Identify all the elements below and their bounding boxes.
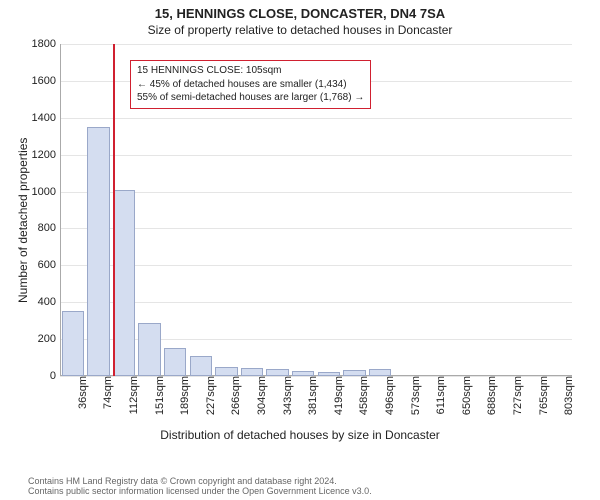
footer-line-2: Contains public sector information licen… bbox=[28, 486, 600, 496]
x-tick-label: 611sqm bbox=[431, 376, 447, 414]
annotation-line: 15 HENNINGS CLOSE: 105sqm bbox=[137, 64, 364, 78]
y-tick-label: 1600 bbox=[32, 75, 60, 87]
chart-subtitle: Size of property relative to detached ho… bbox=[0, 23, 600, 37]
y-tick-label: 1200 bbox=[32, 149, 60, 161]
x-tick-label: 36sqm bbox=[73, 376, 89, 409]
x-tick-label: 573sqm bbox=[406, 376, 422, 415]
bar bbox=[164, 348, 187, 376]
gridline bbox=[60, 118, 572, 119]
y-tick-label: 1800 bbox=[32, 38, 60, 50]
bar bbox=[87, 127, 110, 376]
x-tick-label: 458sqm bbox=[354, 376, 370, 415]
gridline bbox=[60, 228, 572, 229]
x-tick-label: 727sqm bbox=[508, 376, 524, 415]
x-tick-label: 343sqm bbox=[278, 376, 294, 415]
y-tick-label: 1000 bbox=[32, 186, 60, 198]
bar bbox=[266, 369, 289, 376]
x-tick-label: 74sqm bbox=[98, 376, 114, 409]
x-tick-label: 112sqm bbox=[124, 376, 140, 414]
y-tick-label: 200 bbox=[38, 333, 60, 345]
x-tick-label: 304sqm bbox=[252, 376, 268, 415]
y-tick-label: 800 bbox=[38, 222, 60, 234]
x-tick-label: 650sqm bbox=[457, 376, 473, 415]
bar bbox=[62, 311, 85, 376]
x-tick-label: 688sqm bbox=[482, 376, 498, 415]
x-tick-label: 189sqm bbox=[175, 376, 191, 415]
annotation-box: 15 HENNINGS CLOSE: 105sqm← 45% of detach… bbox=[130, 60, 371, 109]
y-tick-label: 400 bbox=[38, 296, 60, 308]
x-tick-label: 803sqm bbox=[559, 376, 575, 415]
bar bbox=[113, 190, 136, 376]
bar bbox=[215, 367, 238, 376]
y-tick-label: 0 bbox=[50, 370, 60, 382]
y-tick-label: 600 bbox=[38, 259, 60, 271]
x-axis-label: Distribution of detached houses by size … bbox=[0, 428, 600, 442]
gridline bbox=[60, 192, 572, 193]
bar bbox=[369, 369, 392, 376]
x-tick-label: 227sqm bbox=[201, 376, 217, 415]
x-tick-label: 381sqm bbox=[303, 376, 319, 415]
chart-title: 15, HENNINGS CLOSE, DONCASTER, DN4 7SA bbox=[0, 0, 600, 21]
y-axis-label: Number of detached properties bbox=[16, 138, 30, 303]
gridline bbox=[60, 302, 572, 303]
annotation-line: 55% of semi-detached houses are larger (… bbox=[137, 91, 364, 105]
gridline bbox=[60, 44, 572, 45]
bar bbox=[241, 368, 264, 376]
chart-container: 15, HENNINGS CLOSE, DONCASTER, DN4 7SA S… bbox=[0, 0, 600, 500]
x-tick-label: 765sqm bbox=[534, 376, 550, 415]
gridline bbox=[60, 155, 572, 156]
x-tick-label: 496sqm bbox=[380, 376, 396, 415]
x-tick-label: 419sqm bbox=[329, 376, 345, 415]
gridline bbox=[60, 339, 572, 340]
bar bbox=[190, 356, 213, 376]
y-tick-label: 1400 bbox=[32, 112, 60, 124]
x-tick-label: 151sqm bbox=[150, 376, 166, 415]
property-marker-line bbox=[113, 44, 115, 376]
gridline bbox=[60, 265, 572, 266]
annotation-line: ← 45% of detached houses are smaller (1,… bbox=[137, 78, 364, 92]
x-tick-label: 266sqm bbox=[226, 376, 242, 415]
footer-line-1: Contains HM Land Registry data © Crown c… bbox=[28, 476, 600, 486]
footer: Contains HM Land Registry data © Crown c… bbox=[0, 476, 600, 496]
plot-area: 02004006008001000120014001600180036sqm74… bbox=[60, 44, 572, 376]
bar bbox=[138, 323, 161, 376]
